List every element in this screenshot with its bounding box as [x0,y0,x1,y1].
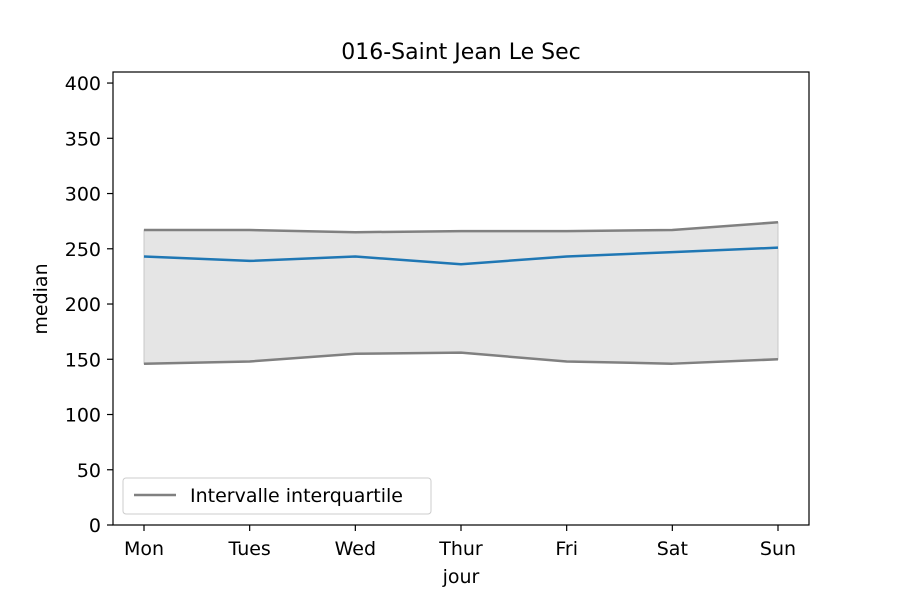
legend-label: Intervalle interquartile [190,485,403,507]
x-tick-label: Mon [124,538,164,560]
x-tick-label: Sun [760,538,796,560]
y-tick-label: 200 [65,294,101,316]
y-tick-label: 300 [65,184,101,206]
x-tick-label: Wed [335,538,376,560]
x-tick-label: Fri [555,538,578,560]
chart-title: 016-Saint Jean Le Sec [341,40,581,65]
median-line [143,246,779,266]
y-axis-title: median [30,263,52,334]
y-tick-label: 350 [65,128,101,150]
y-tick-label: 50 [77,460,101,482]
y-tick-label: 150 [65,349,101,371]
legend-box [122,477,432,515]
plot-area: 0 50 100 150 200 250 300 350 400 Mon Tues Wed Thur Fr… [65,71,810,560]
x-tick-label: Sat [657,538,688,560]
lower-quartile-line [143,351,779,365]
y-tick-label: 250 [65,239,101,261]
x-axis-title: jour [442,566,480,588]
y-tick-label: 100 [65,405,101,427]
upper-quartile-line [144,221,779,234]
y-tick-label: 0 [89,515,101,537]
iqr-band [143,221,779,365]
y-tick-label: 400 [65,73,101,95]
x-tick-label: Tues [227,538,270,560]
x-tick-label: Thur [438,538,483,560]
